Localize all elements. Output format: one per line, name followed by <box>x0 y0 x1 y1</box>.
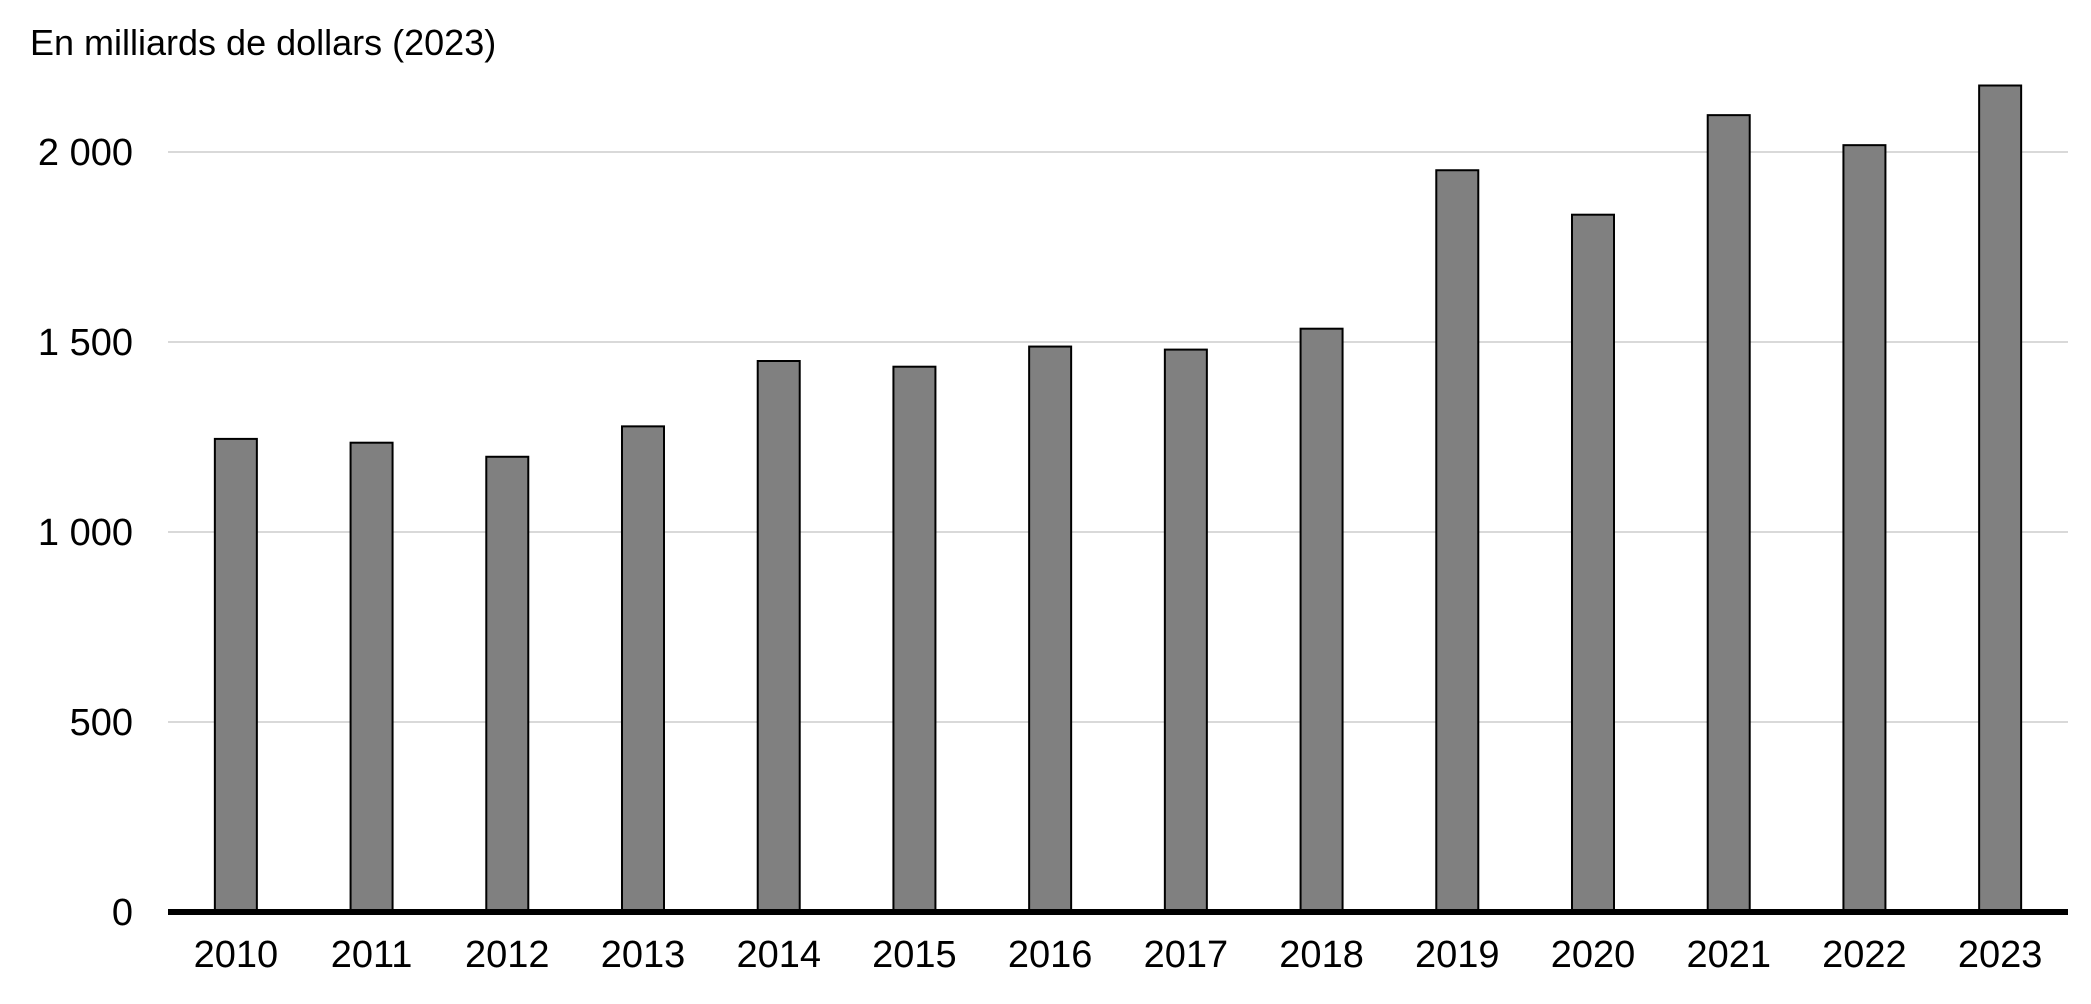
x-tick-label: 2012 <box>465 934 550 976</box>
x-tick-label: 2023 <box>1958 934 2043 976</box>
x-tick-label: 2020 <box>1551 934 1636 976</box>
x-tick-label: 2016 <box>1008 934 1093 976</box>
y-tick-label: 0 <box>112 892 133 934</box>
x-tick-label: 2014 <box>736 934 821 976</box>
x-tick-label: 2017 <box>1144 934 1229 976</box>
x-axis-tick-labels: 2010 2011 2012 2013 2014 2015 2016 2017 2018 2019… <box>194 934 2043 976</box>
bars <box>213 84 2023 914</box>
bar-2012 <box>485 455 530 913</box>
bar-2014 <box>756 360 801 913</box>
x-tick-label: 2018 <box>1279 934 1364 976</box>
x-tick-label: 2021 <box>1686 934 1771 976</box>
bar-2022 <box>1842 144 1887 914</box>
bar-2013 <box>621 425 665 913</box>
y-tick-label: 1 000 <box>38 512 133 554</box>
x-tick-label: 2022 <box>1822 934 1907 976</box>
bar-2020 <box>1571 213 1615 913</box>
gridlines <box>168 151 2068 723</box>
y-tick-label: 2 000 <box>38 132 133 174</box>
x-tick-label: 2011 <box>331 934 413 976</box>
bar-2023 <box>1978 84 2023 913</box>
bar-2016 <box>1028 345 1073 913</box>
bar-2021 <box>1706 114 1751 913</box>
bar-2011 <box>349 441 394 913</box>
y-tick-label: 500 <box>70 702 133 744</box>
x-tick-label: 2019 <box>1415 934 1500 976</box>
x-tick-label: 2013 <box>601 934 686 976</box>
bar-2019 <box>1435 169 1480 914</box>
bar-2017 <box>1163 348 1208 914</box>
y-axis-tick-labels: 0 500 1 000 1 500 2 000 <box>38 132 133 934</box>
x-tick-label: 2010 <box>194 934 279 976</box>
bar-2015 <box>892 365 937 913</box>
bar-2010 <box>213 437 258 913</box>
bar-2018 <box>1299 327 1344 913</box>
x-tick-label: 2015 <box>872 934 957 976</box>
y-tick-label: 1 500 <box>38 322 133 364</box>
y-axis-title: En milliards de dollars (2023) <box>30 22 496 63</box>
